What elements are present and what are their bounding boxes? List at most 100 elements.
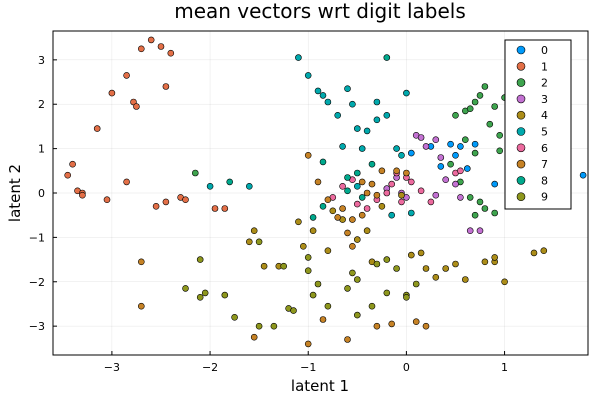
data-point-9 <box>412 280 420 288</box>
data-point-1 <box>152 203 160 210</box>
data-point-9 <box>290 307 297 314</box>
data-point-0 <box>457 143 464 150</box>
data-point-9 <box>304 267 312 275</box>
legend-label-3: 3 <box>541 93 548 106</box>
data-point-9 <box>201 289 209 297</box>
data-point-1 <box>133 103 140 110</box>
data-point-1 <box>123 72 130 79</box>
data-point-6 <box>339 183 346 190</box>
data-point-7 <box>358 178 366 186</box>
data-point-4 <box>540 247 548 254</box>
legend-marker-5 <box>516 127 526 136</box>
data-point-1 <box>147 36 155 44</box>
data-point-2 <box>481 83 489 90</box>
legend-marker-6 <box>516 143 526 153</box>
data-point-8 <box>319 158 327 166</box>
chart-title: mean vectors wrt digit labels <box>174 0 466 23</box>
data-point-8 <box>368 160 376 168</box>
data-point-9 <box>403 293 410 301</box>
data-point-6 <box>417 187 425 195</box>
data-point-3 <box>466 227 474 234</box>
data-point-6 <box>398 198 405 206</box>
data-point-5 <box>319 92 327 99</box>
y-tick-label: 2 <box>38 98 45 111</box>
data-point-1 <box>221 205 229 212</box>
data-point-9 <box>383 289 391 297</box>
data-point-7 <box>250 333 258 341</box>
y-axis-label: latent 2 <box>6 164 24 222</box>
data-point-2 <box>476 198 484 206</box>
data-point-9 <box>304 254 312 261</box>
data-point-9 <box>270 322 278 330</box>
data-point-9 <box>182 285 189 292</box>
data-point-3 <box>422 143 430 150</box>
data-point-0 <box>579 171 587 179</box>
data-point-4 <box>501 278 508 286</box>
data-point-9 <box>255 322 263 330</box>
data-point-3 <box>457 194 464 201</box>
data-point-8 <box>344 174 351 181</box>
data-point-9 <box>255 238 263 246</box>
data-point-7 <box>358 211 366 219</box>
data-point-9 <box>344 285 351 292</box>
legend-label-4: 4 <box>541 109 548 122</box>
data-point-1 <box>93 125 101 132</box>
legend-label-5: 5 <box>541 126 548 139</box>
x-axis-label: latent 1 <box>291 377 349 395</box>
x-tick-label: −2 <box>202 361 218 374</box>
data-point-4 <box>442 265 450 272</box>
data-point-1 <box>157 43 165 50</box>
data-point-5 <box>349 100 356 108</box>
data-point-1 <box>108 89 116 97</box>
data-point-9 <box>368 302 376 310</box>
data-point-7 <box>314 178 322 186</box>
data-point-4 <box>481 258 489 266</box>
data-point-7 <box>334 214 342 221</box>
data-point-3 <box>476 227 484 234</box>
legend-marker-9 <box>516 192 526 201</box>
legend-label-6: 6 <box>541 142 548 155</box>
data-point-0 <box>491 180 499 188</box>
data-point-4 <box>324 247 332 254</box>
data-point-5 <box>407 209 415 217</box>
data-point-9 <box>324 302 332 310</box>
data-point-1 <box>79 191 86 199</box>
data-point-4 <box>309 227 317 234</box>
legend-label-8: 8 <box>541 174 548 187</box>
data-point-7 <box>368 180 376 188</box>
data-point-9 <box>221 291 229 299</box>
data-point-1 <box>162 198 170 206</box>
y-tick-label: −2 <box>29 276 45 289</box>
data-point-4 <box>329 207 337 215</box>
data-point-2 <box>471 211 479 219</box>
data-point-4 <box>461 276 469 283</box>
y-tick-label: 0 <box>38 187 45 200</box>
data-point-9 <box>353 311 361 319</box>
data-point-1 <box>123 178 130 186</box>
data-point-3 <box>417 134 425 141</box>
data-point-3 <box>452 180 459 188</box>
legend-label-0: 0 <box>541 44 548 57</box>
data-point-8 <box>353 169 361 177</box>
data-point-4 <box>246 238 253 246</box>
data-point-7 <box>412 318 420 326</box>
data-point-2 <box>491 209 499 217</box>
data-point-7 <box>339 205 346 212</box>
data-point-3 <box>432 136 440 143</box>
data-point-5 <box>206 183 214 190</box>
data-point-8 <box>319 203 327 210</box>
data-point-7 <box>304 152 312 159</box>
data-point-7 <box>138 302 145 310</box>
data-point-5 <box>363 127 371 135</box>
data-point-8 <box>358 194 366 201</box>
data-point-1 <box>69 160 76 168</box>
data-point-6 <box>457 167 464 175</box>
data-point-0 <box>437 163 445 170</box>
data-point-2 <box>466 194 474 201</box>
legend-marker-2 <box>516 78 526 87</box>
data-point-5 <box>324 98 332 106</box>
data-point-2 <box>486 120 494 128</box>
data-point-5 <box>398 152 405 159</box>
data-point-1 <box>138 45 145 53</box>
